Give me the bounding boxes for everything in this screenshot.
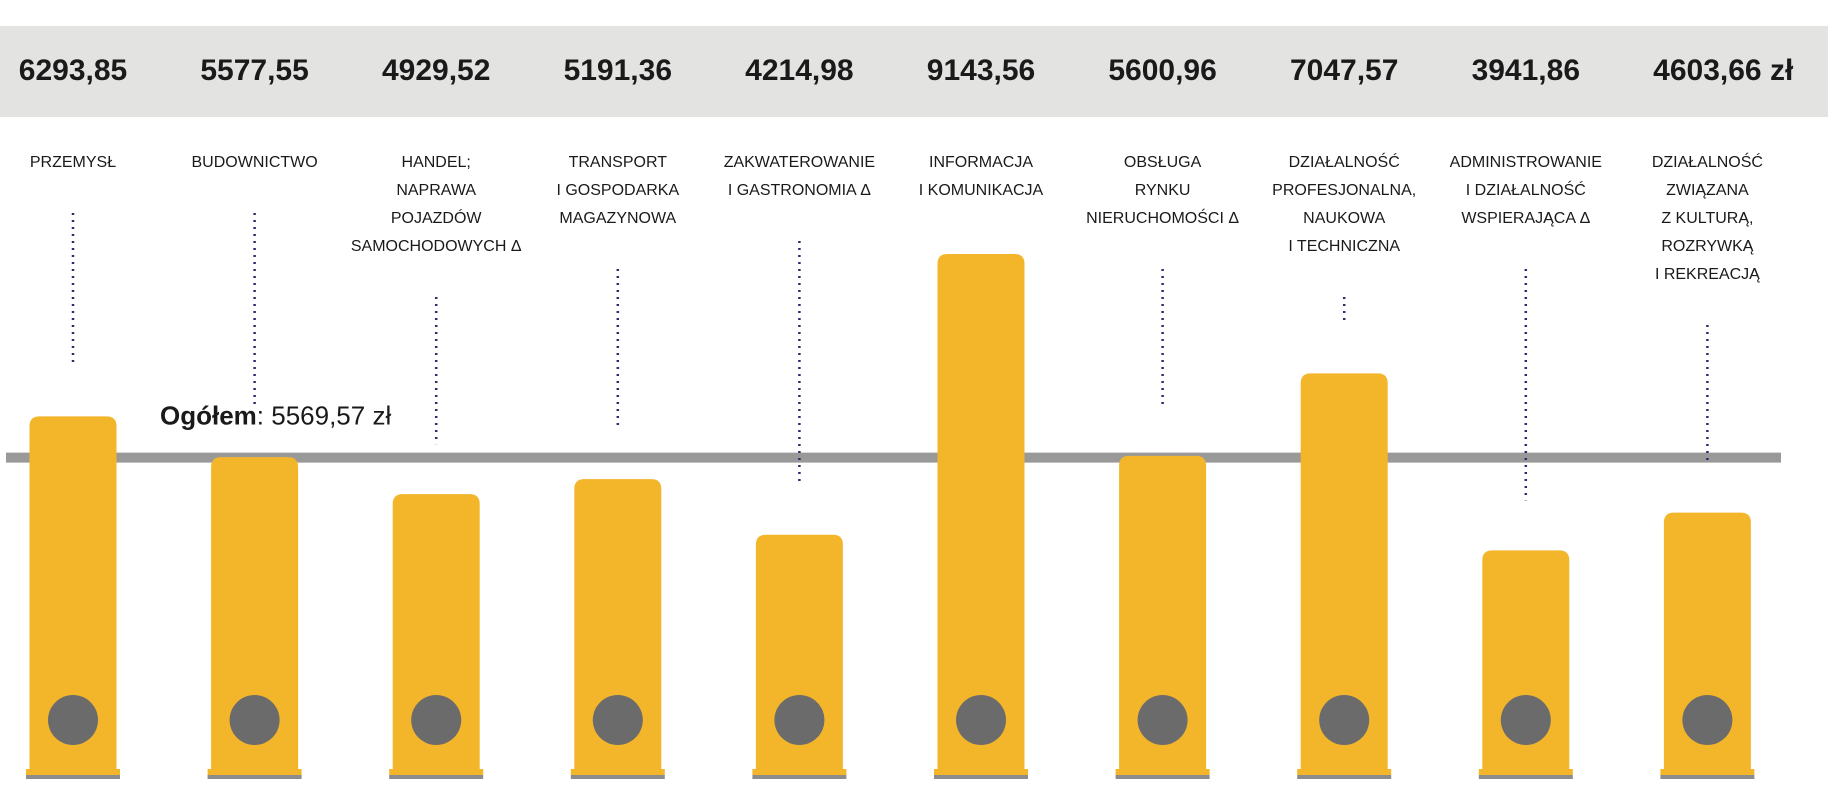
reference-name: Ogółem [160,400,257,430]
bar-base [1115,769,1210,775]
bar [392,494,480,772]
bar-base-shadow [26,775,120,779]
bar [1119,455,1207,772]
bar-base-shadow [389,775,484,779]
bar-base [1478,769,1573,775]
bar-base-shadow [1297,775,1392,779]
bar-base [752,769,847,775]
bar-base-shadow [934,775,1028,779]
bar-base-shadow [1478,775,1573,779]
bar [937,253,1025,772]
bar-base [1297,769,1392,775]
icon [1682,695,1733,745]
category-label: ADMINISTROWANIE I DZIAŁALNOŚĆ WSPIERAJĄCA … [1450,154,1602,227]
value-label: 7047,57 [1290,54,1398,87]
value-label: 4603,66 [1653,54,1761,87]
value-label: 5600,96 [1108,54,1216,87]
bar [574,479,662,772]
bar [1663,512,1751,772]
bar-base [389,769,484,775]
icon [411,695,462,745]
bar-base [1660,769,1755,775]
icon [229,695,280,745]
icon [1500,695,1551,745]
bar-base [570,769,665,775]
category-label: DZIAŁALNOŚĆ PROFESJONALNA, NAUKOWA I TECHNI… [1272,152,1416,255]
value-label: 4929,52 [382,54,490,87]
category-label: HANDEL; NAPRAWA POJAZDÓW SAMOCHODOWYCH Δ [351,154,522,255]
value-label: 9143,56 [927,54,1035,87]
bar-base-shadow [1660,775,1755,779]
value-band [0,26,1828,117]
reference-label: Ogółem: 5569,57 zł [160,400,391,430]
category-label: PRZEMYSŁ [30,154,116,171]
reference-value: : 5569,57 zł [257,400,392,430]
icon [774,695,825,745]
bar-base [26,769,120,775]
category-label: DZIAŁALNOŚĆ ZWIĄZANA Z KULTURĄ, ROZRYWKĄ I R… [1652,152,1763,283]
value-label: 3941,86 [1472,54,1580,87]
bar-base-shadow [1115,775,1210,779]
icon [956,695,1006,745]
value-label: 5191,36 [564,54,672,87]
value-label: 5577,55 [200,54,308,87]
category-label: TRANSPORT I GOSPODARKA MAGAZYNOWA [556,154,679,227]
bar [211,457,299,772]
value-label: 4214,98 [745,54,853,87]
icon [1319,695,1370,745]
bar [29,416,117,772]
bar-base [207,769,302,775]
bar-base-shadow [752,775,847,779]
icon [592,695,643,745]
bar-base-shadow [570,775,665,779]
category-label: ZAKWATEROWANIE I GASTRONOMIA Δ [724,154,875,199]
category-label: OBSŁUGA RYNKU NIERUCHOMOŚCI Δ [1086,154,1239,227]
bar-base-shadow [207,775,302,779]
category-label: INFORMACJA I KOMUNIKACJA [919,154,1044,199]
category-label: BUDOWNICTWO [191,154,317,171]
bar-base [934,769,1028,775]
value-label: 6293,85 [19,54,127,87]
unit-label: zł [1770,54,1794,87]
bar [1300,373,1388,772]
icon [1137,695,1188,745]
reference-line [6,452,1781,463]
icon [48,695,98,745]
